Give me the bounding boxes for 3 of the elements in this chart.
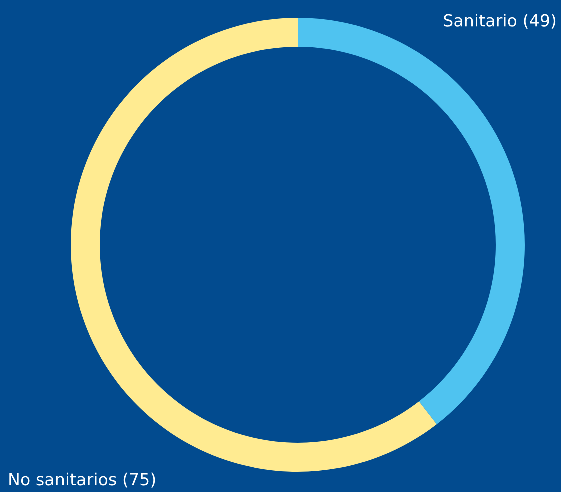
slice-label: No sanitarios (75) — [10, 472, 156, 488]
slice-label: Sanitario (49) — [444, 14, 556, 29]
donut-slice — [71, 18, 437, 472]
